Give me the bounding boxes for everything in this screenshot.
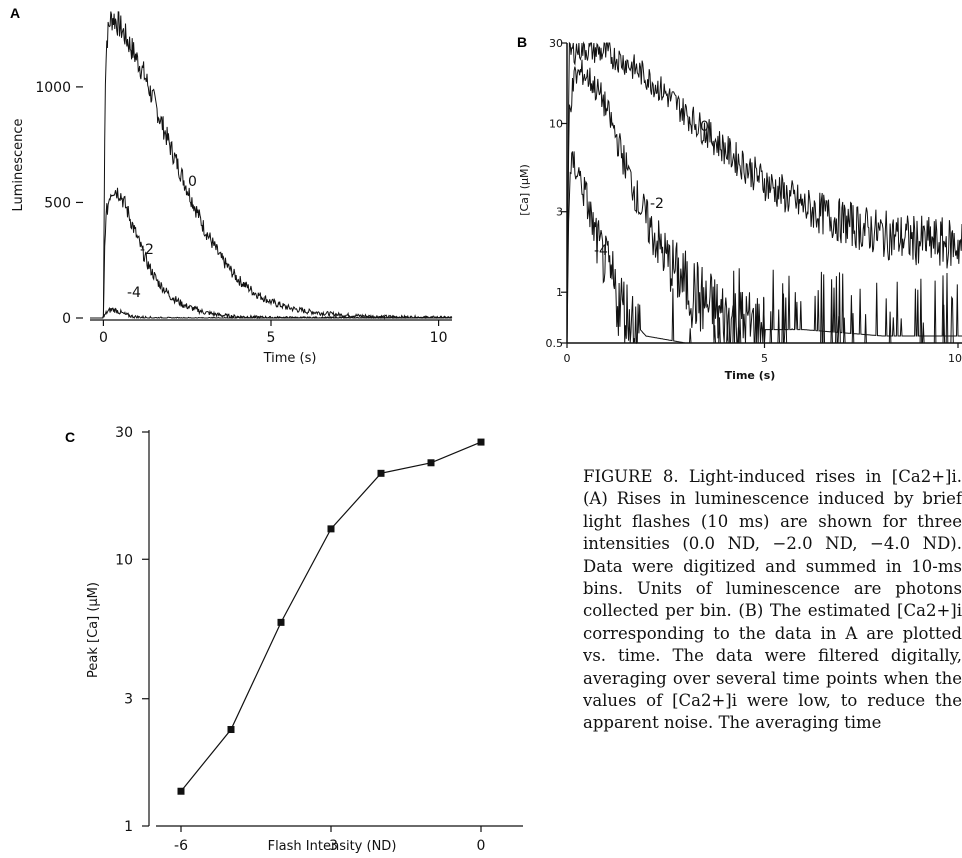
- trace-a-series-2: [90, 306, 453, 320]
- line-c: [180, 441, 482, 792]
- point-c-2: [277, 618, 285, 626]
- point-c-5: [427, 459, 435, 467]
- trace-b-series-0: [566, 41, 962, 344]
- point-c-1: [227, 726, 235, 734]
- y-tick-label-c: 3: [124, 692, 133, 708]
- panel-a-letter: A: [10, 5, 20, 21]
- x-tick-label-a: 10: [430, 330, 448, 346]
- y-tick-label-c: 1: [124, 819, 133, 835]
- curve-label-b: -2: [650, 196, 664, 212]
- x-axis-title-a: Time (s): [263, 351, 317, 366]
- y-tick-label-a: 500: [44, 195, 71, 211]
- x-axis-title-b: Time (s): [725, 369, 776, 382]
- y-tick-label-a: 0: [62, 311, 71, 327]
- y-tick-label-b: 30: [549, 37, 563, 50]
- y-axis-title-a: Luminescence: [11, 118, 26, 211]
- trace-a-series-0: [90, 11, 453, 320]
- x-tick-label-c: 0: [477, 838, 486, 854]
- y-tick-label-b: 3: [556, 206, 563, 219]
- y-axis-title-c: Peak [Ca] (μM): [86, 582, 101, 678]
- curve-label-a: 0: [188, 174, 197, 190]
- figure-caption: FIGURE 8. Light-induced rises in [Ca2+]i…: [583, 466, 962, 858]
- panel-c-letter: C: [65, 429, 75, 445]
- panel-b: B Time (s) [Ca] (μM) 0 5 10 0.5 1 3 10 30 0 -2 -4: [517, 34, 962, 382]
- y-tick-label-b: 0.5: [546, 337, 564, 350]
- curve-label-b: 0: [700, 119, 709, 135]
- panel-a: A Time (s) Luminescence 0 5 10 0 500 1000 0 -2 -4: [10, 5, 453, 366]
- x-tick-label-b: 5: [761, 352, 768, 365]
- trace-b-series-2: [566, 151, 962, 345]
- x-tick-label-a: 0: [99, 330, 108, 346]
- y-tick-label-b: 10: [549, 117, 563, 130]
- x-tick-label-b: 10: [948, 352, 962, 365]
- curve-label-a: -2: [140, 242, 154, 258]
- x-tick-label-c: -6: [174, 838, 188, 854]
- x-tick-label-a: 5: [267, 330, 276, 346]
- y-tick-label-a: 1000: [35, 80, 71, 96]
- caption-text: FIGURE 8. Light-induced rises in [Ca2+]i…: [583, 467, 962, 733]
- curve-label-a: -4: [127, 285, 141, 301]
- x-axis-title-c: Flash Intensity (ND): [268, 839, 397, 854]
- x-tick-label-c: -3: [324, 838, 338, 854]
- x-tick-label-b: 0: [564, 352, 571, 365]
- y-axis-title-b: [Ca] (μM): [518, 164, 531, 216]
- point-c-0: [177, 787, 185, 795]
- trace-b-series-1: [566, 59, 962, 344]
- y-tick-label-c: 30: [115, 425, 133, 441]
- curve-label-b: -4: [594, 243, 608, 259]
- y-tick-label-b: 1: [556, 286, 563, 299]
- point-c-4: [377, 469, 385, 477]
- panel-c: C Flash Intensity (ND) Peak [Ca] (μM) -6 -3 0…: [65, 425, 523, 854]
- y-tick-label-c: 10: [115, 552, 133, 568]
- panel-b-letter: B: [517, 34, 527, 50]
- point-c-6: [477, 438, 485, 446]
- point-c-3: [327, 525, 335, 533]
